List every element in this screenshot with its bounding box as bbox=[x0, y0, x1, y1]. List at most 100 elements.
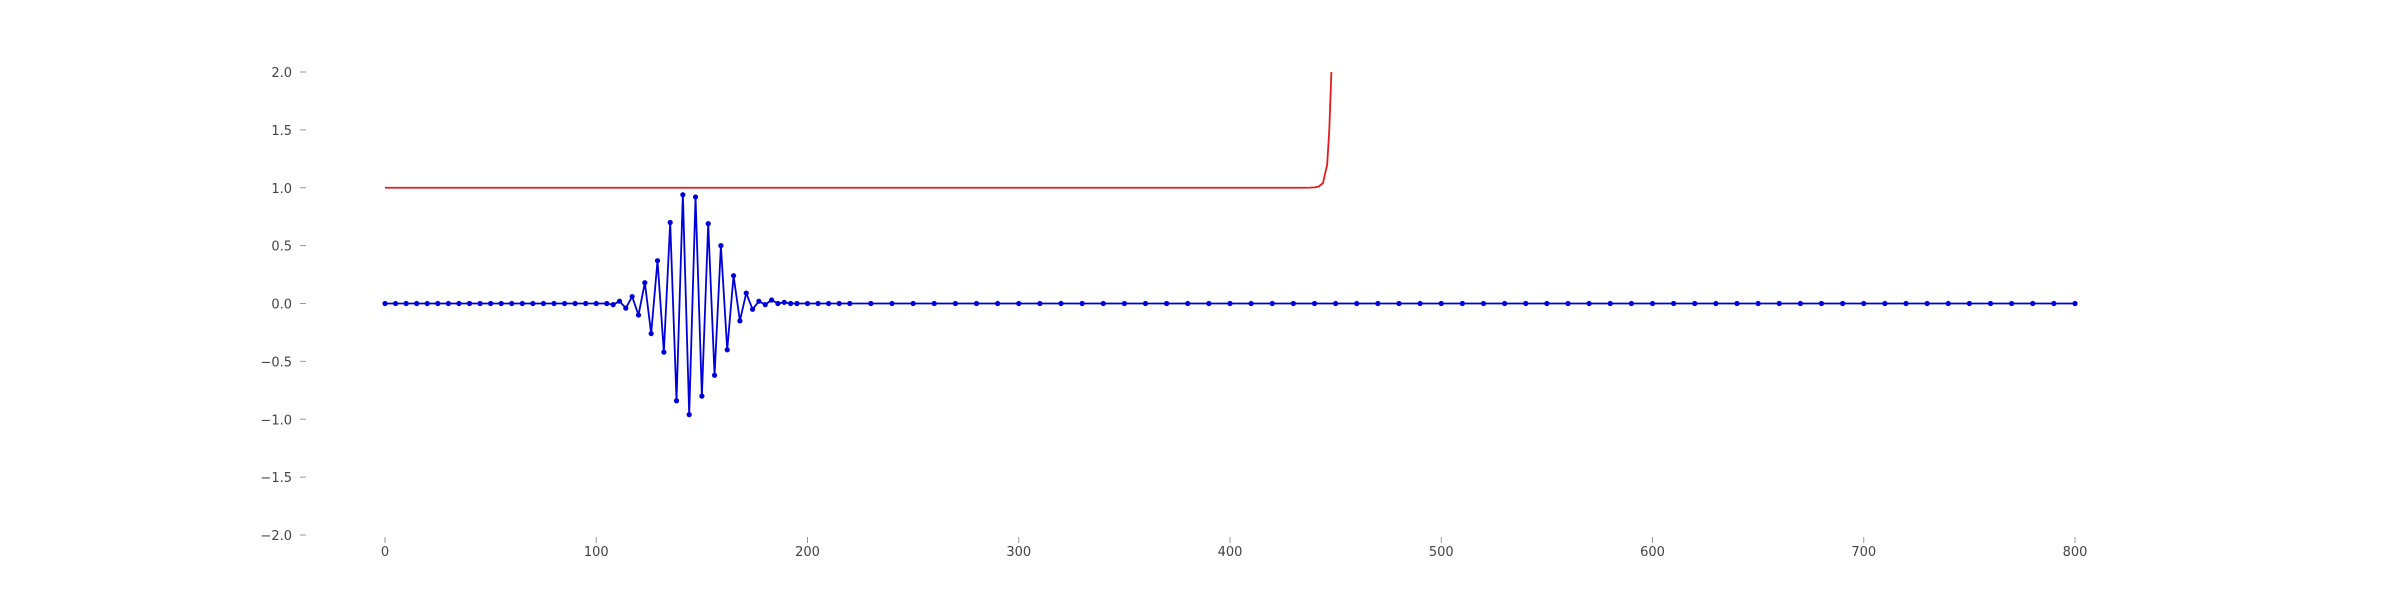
data-point bbox=[1840, 300, 1846, 307]
data-point bbox=[435, 300, 441, 307]
data-point bbox=[889, 300, 895, 307]
data-point bbox=[1692, 300, 1698, 307]
data-point bbox=[667, 219, 673, 226]
data-point bbox=[1945, 300, 1951, 307]
data-point bbox=[1100, 300, 1106, 307]
data-point bbox=[403, 300, 409, 307]
x-tick-label: 600 bbox=[1640, 545, 1665, 560]
data-point bbox=[1523, 300, 1529, 307]
data-point bbox=[654, 258, 661, 264]
data-point bbox=[1227, 300, 1233, 307]
data-point bbox=[488, 300, 494, 307]
x-tick-label: 0 bbox=[381, 545, 389, 560]
data-point bbox=[1502, 300, 1508, 307]
x-tick-label: 400 bbox=[1218, 545, 1243, 560]
data-point bbox=[1417, 300, 1423, 307]
data-point bbox=[1121, 300, 1127, 307]
data-point bbox=[1459, 300, 1465, 307]
data-point bbox=[382, 300, 388, 307]
data-point bbox=[466, 300, 473, 307]
data-point bbox=[749, 306, 756, 312]
data-point bbox=[973, 300, 980, 307]
data-point bbox=[477, 300, 483, 307]
y-tick-label: −1.5 bbox=[260, 471, 292, 486]
data-point bbox=[952, 300, 958, 307]
data-point bbox=[2009, 300, 2015, 307]
data-point bbox=[648, 330, 654, 337]
data-point bbox=[635, 312, 642, 318]
data-point bbox=[661, 349, 667, 355]
data-point bbox=[788, 300, 794, 307]
x-tick-label: 800 bbox=[2063, 545, 2088, 560]
data-point bbox=[1142, 300, 1149, 307]
data-point bbox=[724, 347, 730, 353]
data-point bbox=[1206, 300, 1212, 307]
y-tick-label: 2.0 bbox=[271, 66, 292, 81]
data-point bbox=[1164, 300, 1170, 307]
data-point bbox=[781, 299, 787, 305]
data-point bbox=[1649, 300, 1656, 307]
data-point bbox=[995, 300, 1001, 307]
y-tick-label: −0.5 bbox=[260, 355, 292, 370]
data-point bbox=[572, 300, 578, 307]
data-point bbox=[1354, 300, 1360, 307]
y-tick-label: 0.0 bbox=[271, 298, 292, 313]
data-point bbox=[604, 300, 610, 307]
data-point bbox=[1607, 300, 1613, 307]
data-point bbox=[414, 300, 420, 307]
data-point bbox=[815, 300, 821, 307]
data-point bbox=[610, 302, 616, 308]
data-point bbox=[910, 300, 916, 307]
data-point bbox=[551, 300, 557, 307]
y-tick-label: −1.0 bbox=[260, 413, 292, 428]
data-point bbox=[1037, 300, 1043, 307]
data-point bbox=[642, 280, 648, 286]
data-point bbox=[1671, 300, 1677, 307]
data-point bbox=[1734, 300, 1740, 307]
data-point bbox=[1333, 300, 1339, 307]
data-point bbox=[593, 300, 599, 307]
x-tick-label: 100 bbox=[584, 545, 609, 560]
data-point bbox=[392, 300, 399, 307]
data-point bbox=[692, 194, 699, 200]
series-layer bbox=[382, 71, 2078, 418]
data-point bbox=[673, 398, 680, 404]
data-point bbox=[686, 412, 692, 418]
data-point bbox=[1375, 300, 1381, 307]
data-point bbox=[519, 300, 525, 307]
data-point bbox=[1058, 300, 1064, 307]
data-point bbox=[762, 302, 768, 308]
x-tick-label: 500 bbox=[1429, 545, 1454, 560]
data-point bbox=[498, 300, 504, 307]
data-point bbox=[1776, 300, 1782, 307]
series-1 bbox=[382, 192, 2078, 418]
data-point bbox=[1290, 300, 1296, 307]
data-point bbox=[711, 372, 718, 378]
data-point bbox=[1966, 300, 1972, 307]
data-point bbox=[1311, 300, 1318, 307]
x-tick-label: 700 bbox=[1851, 545, 1876, 560]
data-point bbox=[1924, 300, 1930, 307]
data-point bbox=[826, 300, 832, 307]
data-point bbox=[1544, 300, 1550, 307]
data-point bbox=[1079, 300, 1085, 307]
data-point bbox=[1818, 300, 1825, 307]
data-point bbox=[1269, 300, 1275, 307]
data-point bbox=[530, 300, 536, 307]
y-axis: 2.0 1.5 1.0 0.5 0.0 −0.5 −1.0 −1.5 −2.0 bbox=[260, 66, 306, 544]
data-point bbox=[583, 300, 589, 307]
data-point bbox=[424, 300, 430, 307]
data-point bbox=[730, 273, 737, 279]
data-point bbox=[2051, 300, 2057, 307]
data-point bbox=[629, 293, 635, 300]
data-point bbox=[794, 300, 800, 307]
data-point bbox=[1755, 300, 1761, 307]
data-point bbox=[705, 221, 711, 227]
data-point bbox=[540, 300, 547, 307]
y-tick-label: −2.0 bbox=[260, 529, 292, 544]
y-tick-label: 0.5 bbox=[271, 240, 292, 255]
series-0 bbox=[385, 71, 1333, 189]
y-tick-label: 1.0 bbox=[271, 182, 292, 197]
